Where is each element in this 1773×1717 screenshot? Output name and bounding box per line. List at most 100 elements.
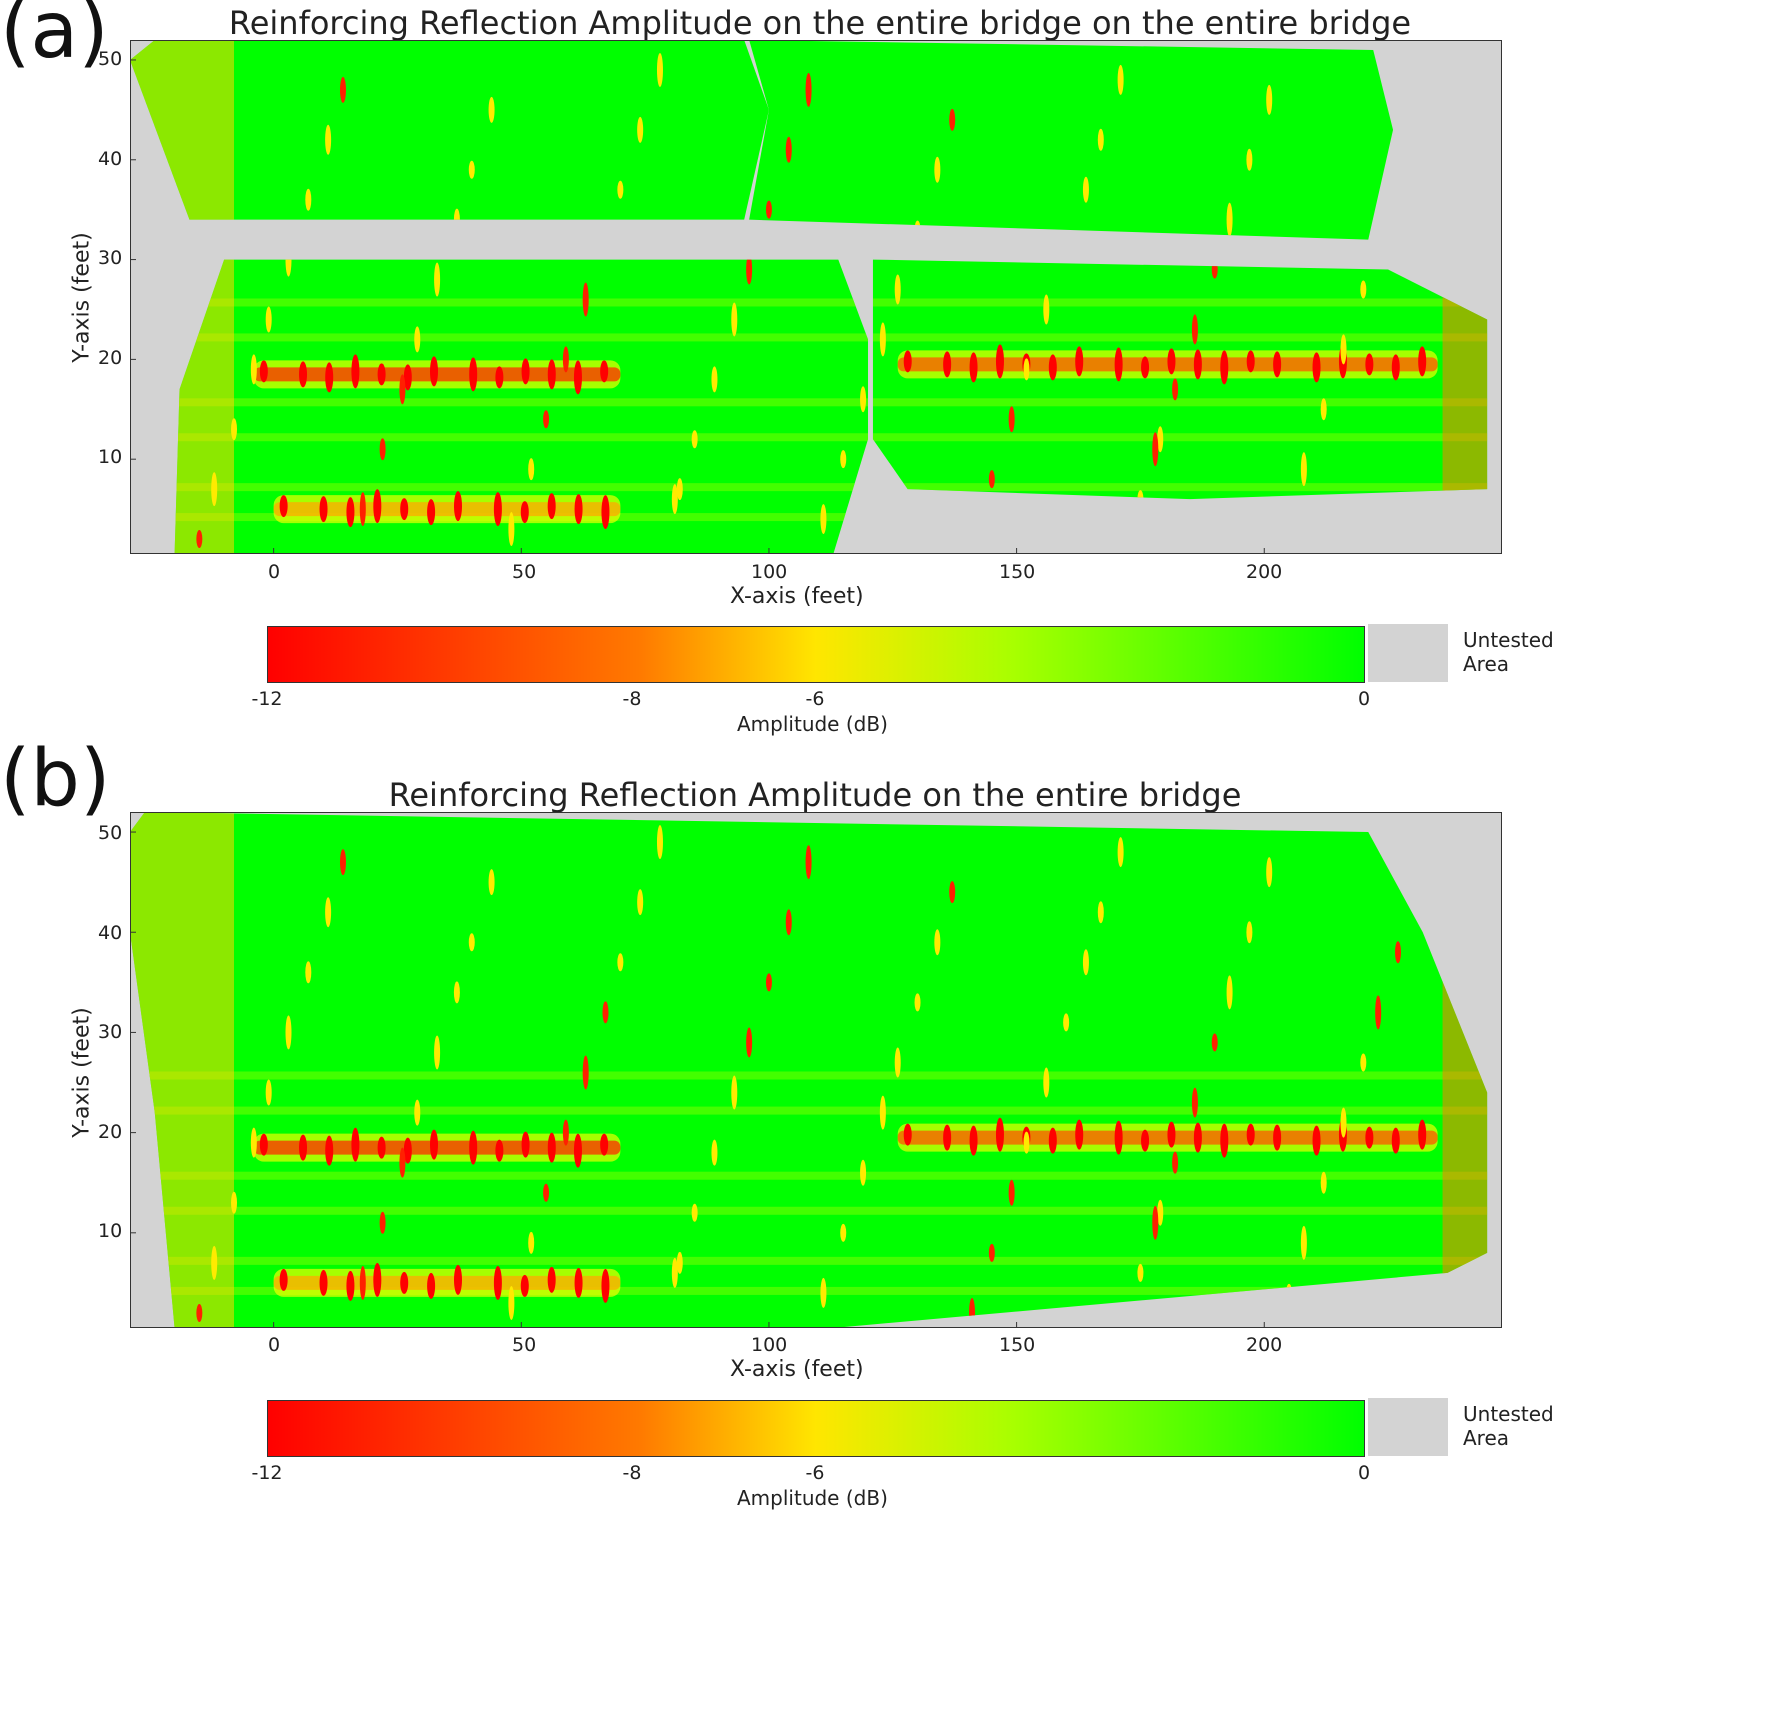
hotspot bbox=[1226, 975, 1233, 1010]
hotspot bbox=[1114, 1120, 1123, 1155]
hotspot bbox=[1097, 901, 1104, 924]
untested-label-line1: Untested bbox=[1463, 628, 1554, 652]
hotspot bbox=[879, 1095, 886, 1130]
hotspot bbox=[521, 1131, 530, 1158]
hotspot bbox=[1360, 1053, 1367, 1072]
survey-stripe bbox=[130, 1171, 1488, 1180]
hotspot bbox=[1141, 1129, 1150, 1152]
y-tick-label: 50 bbox=[98, 48, 123, 70]
hotspot bbox=[377, 1136, 386, 1159]
hotspot bbox=[746, 1027, 753, 1058]
y-tick-label: 20 bbox=[98, 1121, 123, 1143]
hotspot bbox=[1266, 84, 1273, 115]
untested-label-a: Untested Area bbox=[1463, 628, 1554, 676]
hotspot bbox=[574, 1267, 583, 1298]
survey-stripe bbox=[130, 433, 1488, 442]
hotspot bbox=[429, 1129, 438, 1160]
hotspot bbox=[1023, 1131, 1030, 1154]
hotspot bbox=[656, 52, 663, 87]
x-tick-label: 0 bbox=[268, 1334, 281, 1356]
hotspot bbox=[820, 1277, 827, 1308]
hotspot bbox=[427, 1272, 436, 1299]
y-tick-label: 30 bbox=[98, 247, 123, 269]
hotspot bbox=[231, 418, 238, 441]
hotspot bbox=[1157, 1199, 1164, 1226]
hotspot bbox=[1137, 1263, 1144, 1282]
hotspot bbox=[914, 993, 921, 1012]
hotspot bbox=[493, 1265, 502, 1300]
survey-stripe bbox=[130, 298, 1488, 307]
hotspot bbox=[528, 1231, 535, 1254]
hotspot bbox=[1375, 995, 1382, 1030]
hotspot bbox=[265, 306, 272, 333]
hotspot bbox=[573, 360, 582, 395]
hotspot bbox=[562, 346, 569, 373]
x-tick-label: 200 bbox=[1246, 561, 1283, 583]
survey-stripe bbox=[130, 483, 1488, 492]
hotspot bbox=[988, 1243, 995, 1262]
hotspot bbox=[1246, 148, 1253, 171]
hotspot bbox=[1266, 857, 1273, 888]
hotspot bbox=[765, 200, 772, 219]
hotspot bbox=[860, 386, 867, 413]
tested-region bbox=[872, 259, 1488, 500]
y-tick-label: 40 bbox=[98, 148, 123, 170]
hotspot bbox=[434, 1035, 441, 1070]
hotspot bbox=[453, 1264, 462, 1295]
hotspot bbox=[1340, 1107, 1347, 1138]
hotspot bbox=[495, 1139, 504, 1162]
tested-region bbox=[174, 259, 869, 554]
hotspot bbox=[1226, 202, 1233, 237]
hotspot bbox=[785, 909, 792, 936]
hotspot bbox=[488, 869, 495, 896]
colorbar-tick-label: -6 bbox=[805, 688, 825, 710]
hotspot bbox=[601, 495, 610, 530]
x-axis-title-b: X-axis (feet) bbox=[730, 1357, 864, 1382]
x-tick-label: 100 bbox=[751, 561, 788, 583]
hotspot bbox=[1300, 452, 1307, 487]
hotspot bbox=[1312, 352, 1321, 383]
hotspot bbox=[1063, 1013, 1070, 1032]
hotspot bbox=[676, 478, 683, 501]
hotspot bbox=[1048, 1127, 1057, 1154]
hotspot bbox=[379, 1211, 386, 1234]
hotspot bbox=[731, 1075, 738, 1110]
plot-frame bbox=[130, 812, 1502, 1328]
hotspot bbox=[676, 1251, 683, 1274]
hotspot bbox=[528, 458, 535, 481]
hotspot bbox=[1082, 176, 1089, 203]
x-tick-label: 100 bbox=[751, 1334, 788, 1356]
hotspot bbox=[279, 495, 288, 518]
x-tick-label: 200 bbox=[1246, 1334, 1283, 1356]
survey-stripe bbox=[130, 333, 1488, 342]
hotspot bbox=[196, 530, 203, 549]
hotspot bbox=[765, 973, 772, 992]
y-axis-title-b: Y-axis (feet) bbox=[69, 1007, 95, 1138]
hotspot bbox=[373, 1262, 382, 1297]
hotspot bbox=[1320, 1171, 1327, 1194]
hotspot bbox=[1117, 64, 1124, 95]
hotspot bbox=[562, 1119, 569, 1146]
hotspot bbox=[1114, 347, 1123, 382]
x-tick-label: 0 bbox=[268, 561, 281, 583]
y-tick-label: 20 bbox=[98, 347, 123, 369]
hotspot bbox=[949, 108, 956, 131]
hotspot bbox=[351, 1127, 360, 1162]
hotspot bbox=[359, 492, 366, 527]
survey-stripe bbox=[130, 398, 1488, 407]
hotspot bbox=[903, 1123, 912, 1146]
survey-stripe bbox=[130, 1286, 1488, 1295]
colorbar-tick-label: 0 bbox=[1357, 688, 1371, 710]
hotspot bbox=[582, 282, 589, 317]
hotspot bbox=[299, 1134, 308, 1161]
hotspot bbox=[547, 493, 556, 520]
hotspot bbox=[805, 845, 812, 880]
hotspot bbox=[574, 494, 583, 525]
hotspot bbox=[250, 1127, 257, 1158]
hotspot bbox=[468, 160, 475, 179]
colorbar-tick-label: -8 bbox=[622, 688, 642, 710]
hotspot bbox=[691, 430, 698, 449]
hotspot bbox=[995, 1117, 1004, 1152]
hotspot bbox=[711, 366, 718, 393]
hotspot bbox=[508, 512, 515, 547]
